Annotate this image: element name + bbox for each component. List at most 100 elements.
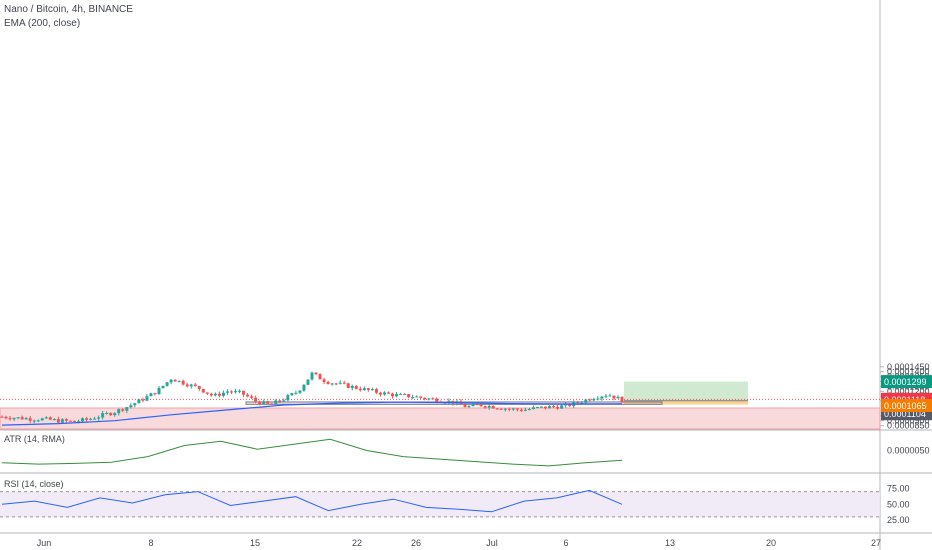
candle-body: [306, 379, 310, 385]
time-tick-label: 20: [766, 538, 776, 548]
candle-body: [20, 417, 24, 420]
candle-body: [8, 418, 12, 420]
candle-body: [250, 396, 254, 398]
candle-body: [596, 398, 600, 400]
candle-body: [580, 402, 584, 404]
candle-body: [93, 418, 97, 420]
target-zone: [624, 381, 748, 401]
candle-body: [527, 409, 531, 411]
candle-body: [544, 406, 548, 409]
candle-body: [318, 374, 322, 380]
candle-body: [314, 372, 318, 375]
candle-body: [246, 394, 250, 397]
candle-body: [254, 397, 258, 402]
candle-body: [109, 413, 113, 416]
candle-body: [28, 418, 32, 421]
candle-body: [242, 390, 246, 395]
candle-body: [145, 396, 149, 401]
rsi-line: [1, 489, 623, 513]
candle-body: [229, 391, 233, 393]
candle-body: [342, 382, 346, 384]
candle-body: [56, 419, 60, 423]
candle-body: [36, 420, 40, 422]
candle-body: [64, 419, 68, 421]
rsi-tick-label: 25.00: [887, 515, 910, 525]
candle-body: [600, 396, 604, 399]
candle-body: [89, 418, 93, 420]
candle-body: [48, 417, 52, 420]
candle-body: [467, 406, 471, 408]
candle-body: [362, 388, 366, 391]
candle-body: [234, 391, 238, 393]
candle-body: [552, 406, 556, 408]
candle-body: [584, 399, 588, 403]
candle-body: [221, 392, 225, 396]
candle-body: [616, 396, 620, 399]
candle-body: [121, 409, 125, 411]
time-tick-label: 8: [148, 538, 153, 548]
time-tick-label: 13: [665, 538, 675, 548]
symbol-title: Nano / Bitcoin, 4h, BINANCE: [4, 4, 133, 15]
candle-body: [523, 409, 527, 411]
target-price-tag: 0.0001299: [884, 377, 927, 387]
candle-body: [81, 418, 85, 422]
candle-body: [68, 420, 72, 422]
candle-body: [157, 388, 161, 395]
candle-body: [592, 398, 596, 401]
candle-body: [491, 405, 495, 409]
rsi-band: [0, 491, 880, 517]
candle-body: [274, 400, 278, 405]
candle-body: [97, 417, 101, 419]
rsi-tick-label: 50.00: [887, 499, 910, 509]
candle-body: [141, 399, 145, 401]
target-price-tag-bg: [881, 375, 932, 389]
candle-body: [548, 406, 552, 409]
candle-body: [471, 404, 475, 407]
candle-body: [535, 406, 539, 408]
candle-body: [419, 396, 423, 398]
candle-body: [105, 413, 109, 415]
lower-support-zone: [0, 407, 881, 430]
candle-body: [560, 405, 564, 409]
candle-body: [515, 408, 519, 410]
candle-body: [294, 392, 298, 394]
candle-body: [40, 418, 44, 421]
candle-body: [44, 417, 48, 419]
candle-body: [447, 400, 451, 403]
candle-body: [169, 379, 173, 383]
candle-body: [4, 416, 8, 419]
candle-body: [197, 386, 201, 389]
candle-body: [290, 393, 294, 396]
candle-body: [403, 393, 407, 395]
candle-body: [568, 403, 572, 407]
candle-body: [217, 393, 221, 396]
candle-body: [346, 383, 350, 388]
candle-body: [0, 416, 4, 418]
candle-body: [576, 401, 580, 404]
price-tick-label: 0.0001200: [887, 386, 930, 396]
candle-body: [354, 385, 358, 389]
candle-body: [463, 404, 467, 408]
time-tick-label: 22: [352, 538, 362, 548]
candle-body: [511, 408, 515, 410]
time-tick-label: 26: [411, 538, 421, 548]
time-tick-label: Jul: [486, 538, 498, 548]
candle-body: [193, 384, 197, 387]
candle-body: [499, 408, 503, 410]
candle-body: [435, 398, 439, 403]
candle-body: [133, 403, 137, 406]
price-tick-label: 0.0001450: [887, 362, 930, 372]
rsi-tick-label: 75.00: [887, 484, 910, 494]
candle-body: [72, 420, 76, 422]
candle-body: [395, 394, 399, 397]
candle-body: [604, 395, 608, 397]
candle-body: [129, 405, 133, 408]
candle-body: [310, 372, 314, 380]
candle-body: [411, 397, 415, 399]
candle-body: [475, 404, 479, 406]
candle-body: [338, 382, 342, 384]
candle-body: [298, 390, 302, 393]
candle-body: [334, 383, 338, 385]
candle-body: [386, 392, 390, 394]
